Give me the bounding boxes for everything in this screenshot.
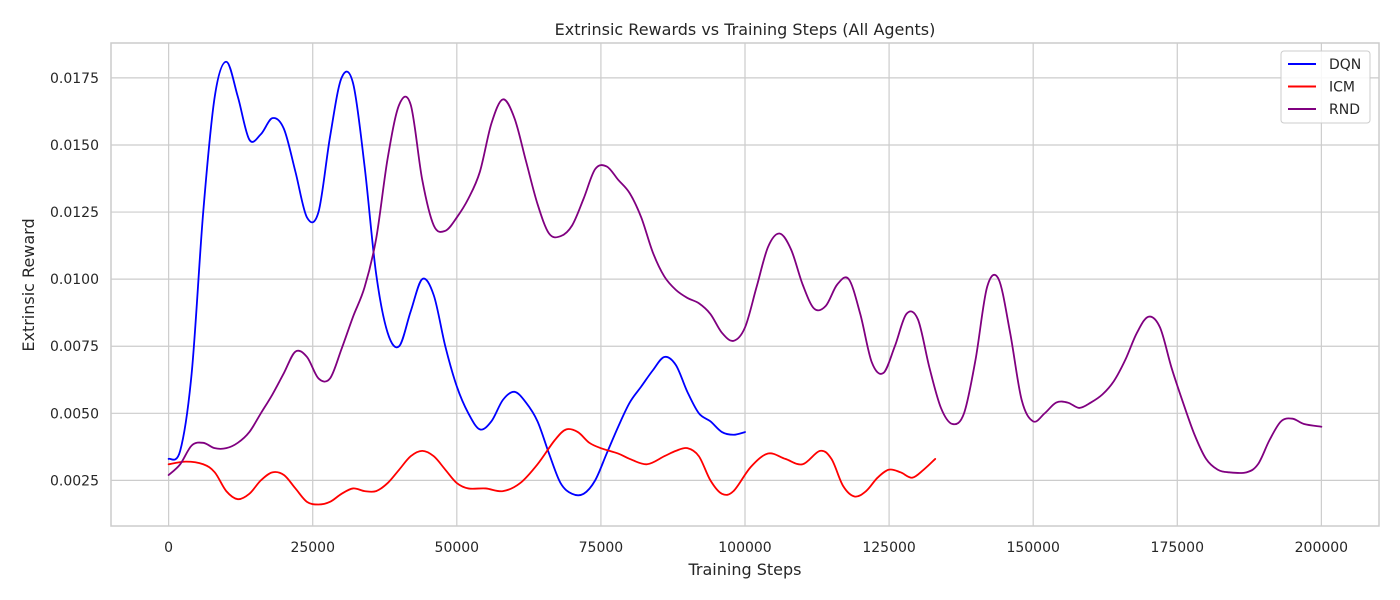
y-tick-label: 0.0075 bbox=[50, 339, 99, 355]
axes bbox=[110, 42, 1380, 527]
tick-labels: 0 25000 50000 75000 100000 125000 150000 175000… bbox=[50, 71, 1348, 556]
x-tick-label: 0 bbox=[164, 540, 173, 556]
y-tick-label: 0.0025 bbox=[50, 473, 99, 489]
chart-title: Extrinsic Rewards vs Training Steps (All… bbox=[555, 20, 936, 39]
y-tick-label: 0.0125 bbox=[50, 205, 99, 221]
x-tick-label: 200000 bbox=[1295, 540, 1348, 556]
x-tick-label: 25000 bbox=[290, 540, 335, 556]
x-tick-label: 50000 bbox=[435, 540, 480, 556]
series-lines bbox=[167, 60, 1323, 506]
x-axis-label: Training Steps bbox=[688, 560, 802, 579]
y-tick-label: 0.0150 bbox=[50, 138, 99, 154]
legend-label-rnd: RND bbox=[1329, 102, 1360, 118]
grid bbox=[111, 43, 1379, 526]
x-tick-label: 75000 bbox=[579, 540, 624, 556]
y-axis-label: Extrinsic Reward bbox=[19, 218, 38, 351]
x-tick-label: 100000 bbox=[718, 540, 771, 556]
y-tick-label: 0.0050 bbox=[50, 406, 99, 422]
legend: DQN ICM RND bbox=[1280, 50, 1371, 124]
legend-box bbox=[1280, 50, 1371, 124]
legend-label-dqn: DQN bbox=[1329, 57, 1361, 73]
x-tick-label: 150000 bbox=[1006, 540, 1059, 556]
x-tick-label: 125000 bbox=[862, 540, 915, 556]
series-line-rnd bbox=[167, 95, 1323, 476]
y-tick-label: 0.0175 bbox=[50, 71, 99, 87]
plot-frame bbox=[110, 42, 1380, 527]
series-line-icm bbox=[167, 428, 937, 506]
legend-label-icm: ICM bbox=[1329, 80, 1355, 96]
series-line-dqn bbox=[167, 60, 746, 497]
x-tick-label: 175000 bbox=[1151, 540, 1204, 556]
y-tick-label: 0.0100 bbox=[50, 272, 99, 288]
